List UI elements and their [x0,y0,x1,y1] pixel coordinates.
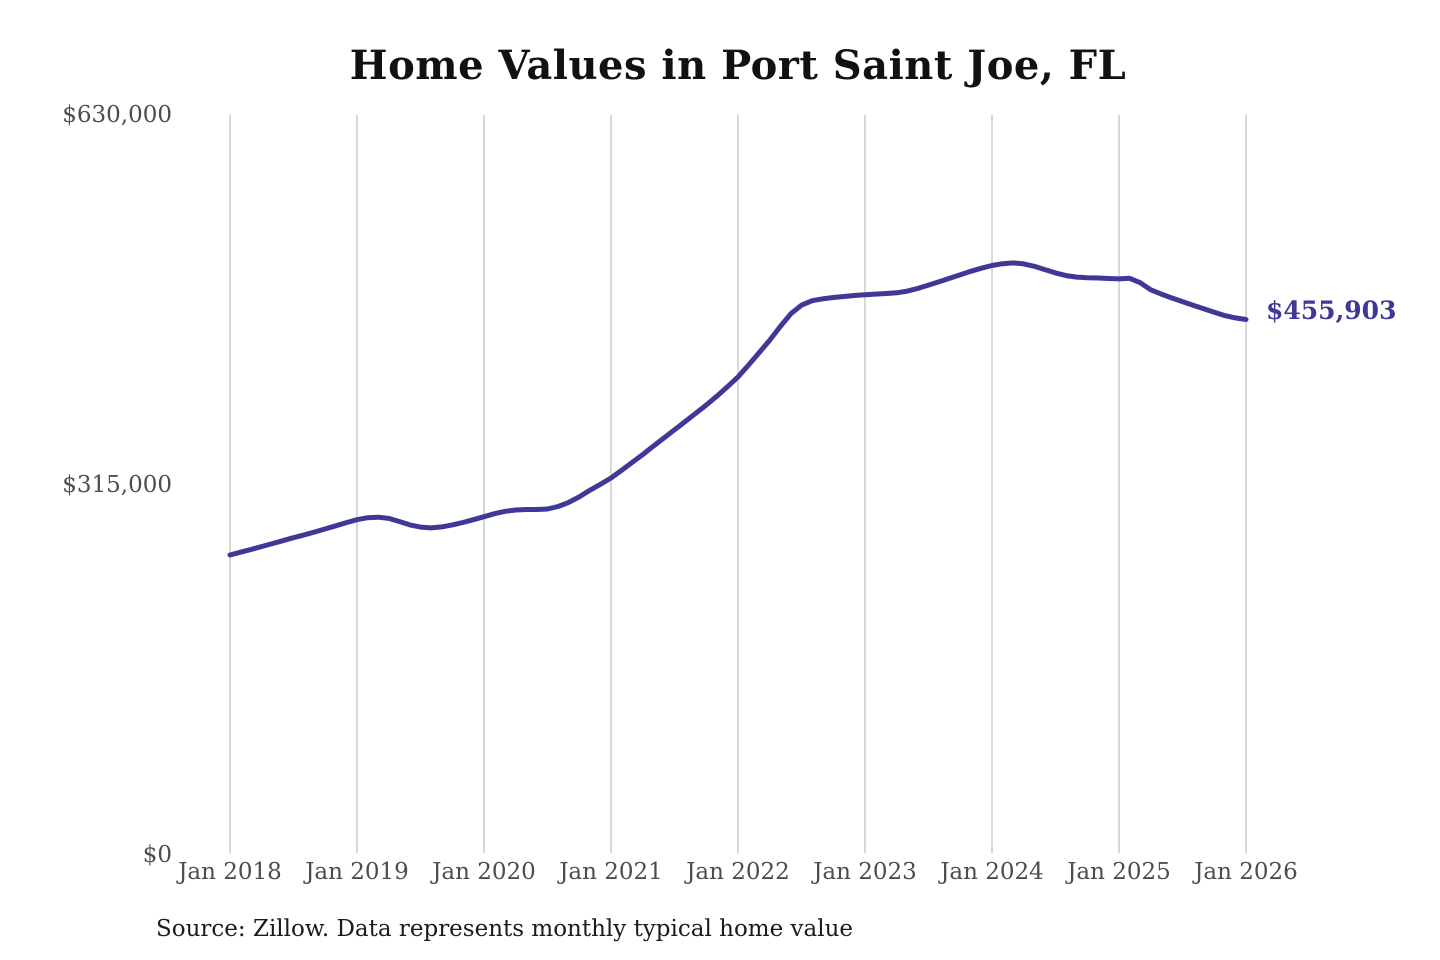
x-axis-tick-label: Jan 2025 [1067,859,1171,885]
x-axis-tick-label: Jan 2019 [305,859,409,885]
x-axis-tick-label: Jan 2021 [559,859,663,885]
y-axis-tick-label: $630,000 [62,102,172,128]
y-axis-tick-label: $0 [142,842,172,868]
x-axis-tick-label: Jan 2020 [432,859,536,885]
x-axis-tick-label: Jan 2024 [940,859,1044,885]
chart-title: Home Values in Port Saint Joe, FL [349,42,1127,89]
x-axis-tick-label: Jan 2023 [813,859,917,885]
x-axis-tick-label: Jan 2026 [1194,859,1298,885]
final-value-label: $455,903 [1266,296,1397,325]
x-axis-tick-label: Jan 2018 [178,859,282,885]
home-value-line [227,260,1249,558]
y-axis-tick-label: $315,000 [62,472,172,498]
source-note: Source: Zillow. Data represents monthly … [156,916,854,942]
x-axis-tick-label: Jan 2022 [686,859,790,885]
